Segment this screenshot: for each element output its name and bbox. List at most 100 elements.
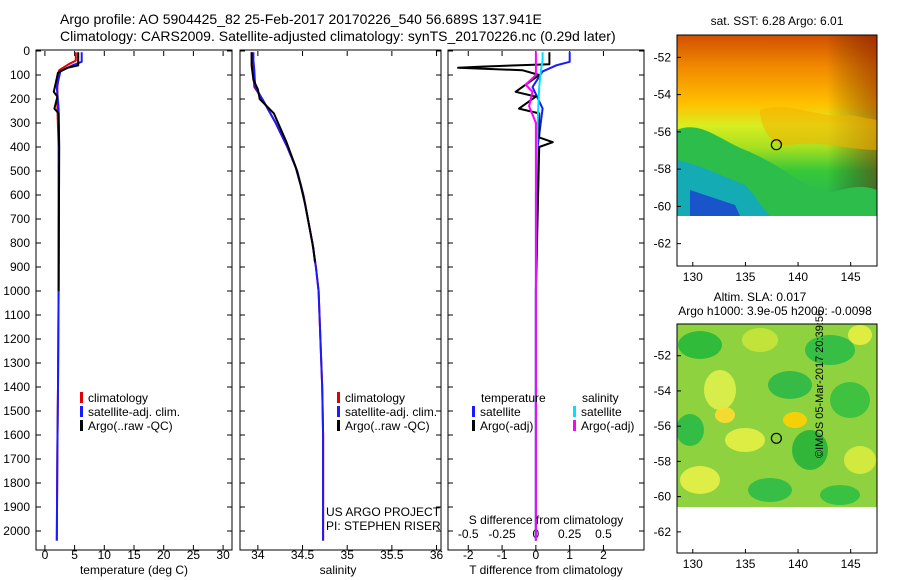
- map-x-tick-label: 145: [841, 557, 861, 571]
- series-line-s-argo-adj-: [524, 52, 537, 541]
- x-tick-label: 35: [341, 548, 355, 562]
- y-tick-label: 900: [10, 260, 30, 274]
- map-y-tick-label: -56: [654, 125, 672, 139]
- argo-position-marker: [770, 139, 782, 151]
- x-tick-label: 0: [533, 548, 540, 562]
- map-x-tick-label: 140: [788, 270, 808, 284]
- sla-blob: [677, 414, 704, 446]
- plot-frame: [447, 49, 645, 551]
- legend-item: satellite: [573, 405, 622, 419]
- legend-item: Argo(..raw -QC): [337, 419, 437, 433]
- sla-blob: [678, 331, 722, 359]
- y-tick-label: 200: [10, 92, 30, 106]
- y-tick-label: 800: [10, 236, 30, 250]
- x-tick-label: 20: [157, 548, 171, 562]
- y-tick-label: 2000: [3, 524, 30, 538]
- difference-panel: -2 -1 0 1 2-0.5 -0.25 0 0.25 0.5: [447, 49, 645, 562]
- legend-label: satellite-adj. clim.: [88, 405, 181, 419]
- legend-swatch: [337, 420, 340, 431]
- map-y-tick-label: -60: [654, 490, 672, 504]
- map-y-tick-label: -52: [654, 50, 672, 64]
- sst-coldest-patch: [690, 190, 740, 216]
- y-tick-label: 500: [10, 164, 30, 178]
- map-x-tick-label: 135: [735, 557, 755, 571]
- x-tick-label: 34.5: [291, 548, 315, 562]
- project-credit: US ARGO PROJECT PI: STEPHEN RISER: [326, 505, 441, 533]
- map-y-tick-label: -54: [654, 88, 672, 102]
- legend-label: climatology: [345, 391, 406, 405]
- x-top-tick-label: -0.25: [488, 527, 516, 541]
- series-line-argo: [250, 52, 316, 263]
- legend-swatch: [573, 406, 576, 417]
- y-tick-label: 400: [10, 140, 30, 154]
- sla-map-subtitle: Argo h1000: 3.9e-05 h2000: -0.0098: [678, 304, 872, 318]
- series-line-satellite-adj-clim-: [252, 52, 325, 541]
- salinity-axis-label: salinity: [319, 563, 357, 577]
- x-tick-label: 1: [566, 548, 573, 562]
- y-tick-label: 300: [10, 116, 30, 130]
- x-tick-label: 34: [251, 548, 265, 562]
- legend-item: satellite-adj. clim.: [80, 405, 180, 419]
- sla-blob: [715, 407, 735, 423]
- legend-swatch: [573, 420, 576, 431]
- legend-swatch: [80, 392, 83, 403]
- sla-blob: [742, 328, 778, 352]
- y-tick-label: 0: [23, 44, 30, 58]
- sla-blob: [848, 325, 872, 345]
- sla-map: 130 135 140 145 -52 -54 -56 -58 -60 -62: [654, 323, 878, 571]
- x-tick-label: 35.5: [380, 548, 404, 562]
- temperature-panel: 0100200300400500600700800900100011001200…: [3, 44, 233, 562]
- sla-blob: [680, 466, 720, 494]
- map-y-tick-label: -56: [654, 419, 672, 433]
- sla-blob: [830, 382, 870, 418]
- y-tick-label: 1600: [3, 428, 30, 442]
- legend-label: Argo(-adj): [480, 419, 534, 433]
- y-tick-label: 100: [10, 68, 30, 82]
- series-line-satellite-adj-clim-: [55, 52, 83, 541]
- map-y-tick-label: -52: [654, 349, 672, 363]
- plot-frame: [239, 49, 442, 551]
- t-difference-axis-label: T difference from climatology: [469, 563, 623, 577]
- salinity-legend: climatology satellite-adj. clim. Argo(..…: [337, 391, 437, 433]
- map-y-tick-label: -62: [654, 525, 672, 539]
- title-line-2: Climatology: CARS2009. Satellite-adjuste…: [60, 28, 616, 44]
- plot-frame: [35, 49, 233, 551]
- map-x-tick-label: 140: [788, 557, 808, 571]
- temperature-axis-label: temperature (deg C): [79, 563, 189, 577]
- imos-timestamp: ©IMOS 05-Mar-2017 20:39:56: [814, 309, 826, 458]
- legend-item: Argo(-adj): [573, 419, 634, 433]
- legend-label: Argo(-adj): [581, 419, 635, 433]
- sla-blob: [844, 446, 876, 474]
- x-tick-label: 25: [187, 548, 201, 562]
- legend-label: Argo(..raw -QC): [345, 419, 430, 433]
- y-tick-label: 1300: [3, 356, 30, 370]
- map-y-tick-label: -58: [654, 454, 672, 468]
- sla-blob: [748, 478, 792, 502]
- map-x-tick-label: 130: [683, 270, 703, 284]
- argo-position-marker: [770, 432, 782, 444]
- sla-blob: [820, 485, 860, 505]
- legend-temp-header: temperature: [481, 391, 546, 405]
- x-top-tick-label: -0.5: [458, 527, 479, 541]
- x-tick-label: 36: [430, 548, 444, 562]
- s-difference-axis-label: S difference from climatology: [468, 513, 624, 527]
- x-tick-label: -2: [463, 548, 474, 562]
- title-line-1: Argo profile: AO 5904425_82 25-Feb-2017 …: [60, 11, 542, 27]
- x-tick-label: 2: [600, 548, 607, 562]
- sst-map-frame: [676, 34, 878, 267]
- y-tick-label: 1500: [3, 404, 30, 418]
- x-tick-label: -1: [497, 548, 508, 562]
- y-tick-label: 1700: [3, 452, 30, 466]
- sla-blob: [725, 428, 765, 452]
- map-y-tick-label: -60: [654, 199, 672, 213]
- legend-label: satellite-adj. clim.: [345, 405, 438, 419]
- legend-swatch: [337, 392, 340, 403]
- salinity-panel: 34 34.5 35 35.5 36: [239, 49, 444, 562]
- legend-swatch: [472, 420, 475, 431]
- y-tick-label: 1100: [4, 308, 30, 322]
- map-y-tick-label: -58: [654, 162, 672, 176]
- legend-item: Argo(..raw -QC): [80, 419, 180, 433]
- legend-swatch: [472, 406, 475, 417]
- map-x-tick-label: 145: [841, 270, 861, 284]
